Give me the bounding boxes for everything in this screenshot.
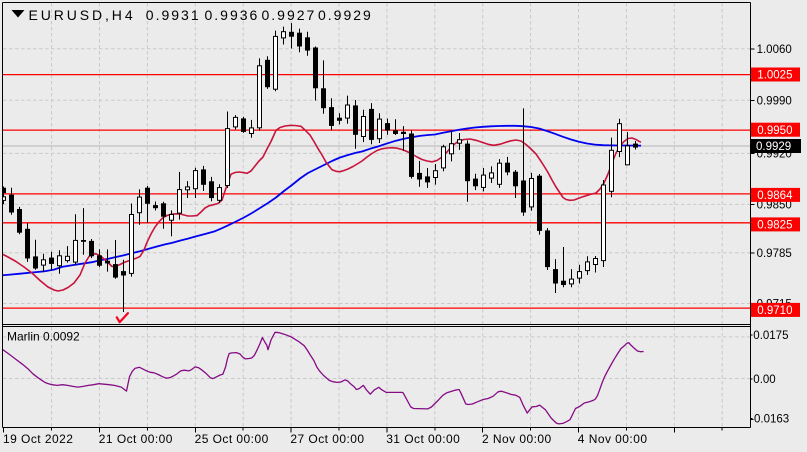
- svg-text:0.9850: 0.9850: [757, 199, 792, 211]
- svg-text:-0.0163: -0.0163: [750, 414, 789, 426]
- svg-text:2 Nov 00:00: 2 Nov 00:00: [482, 432, 552, 446]
- svg-text:0.0175: 0.0175: [753, 330, 788, 342]
- svg-text:0.9929: 0.9929: [756, 141, 791, 153]
- svg-text:19 Oct 2022: 19 Oct 2022: [3, 432, 73, 446]
- svg-text:0.9710: 0.9710: [757, 305, 792, 317]
- svg-text:0.9785: 0.9785: [757, 248, 792, 260]
- svg-text:21 Oct 00:00: 21 Oct 00:00: [99, 432, 173, 446]
- svg-text:0.9825: 0.9825: [757, 220, 792, 232]
- svg-text:0.9936: 0.9936: [205, 7, 260, 23]
- svg-text:0.9929: 0.9929: [318, 7, 373, 23]
- svg-text:EURUSD,H4: EURUSD,H4: [29, 7, 136, 23]
- svg-text:0.9950: 0.9950: [757, 125, 792, 137]
- svg-text:Marlin 0.0092: Marlin 0.0092: [7, 330, 80, 344]
- svg-text:0.9864: 0.9864: [757, 190, 793, 202]
- svg-text:27 Oct 00:00: 27 Oct 00:00: [290, 432, 364, 446]
- svg-text:25 Oct 00:00: 25 Oct 00:00: [195, 432, 269, 446]
- svg-text:0.9927: 0.9927: [262, 7, 317, 23]
- svg-text:1.0025: 1.0025: [757, 70, 792, 82]
- svg-text:0.00: 0.00: [753, 374, 775, 386]
- svg-text:1.0060: 1.0060: [757, 44, 792, 56]
- svg-text:31 Oct 00:00: 31 Oct 00:00: [386, 432, 460, 446]
- svg-text:4 Nov 00:00: 4 Nov 00:00: [578, 432, 648, 446]
- svg-text:0.9931: 0.9931: [146, 7, 201, 23]
- svg-text:0.9990: 0.9990: [757, 95, 792, 107]
